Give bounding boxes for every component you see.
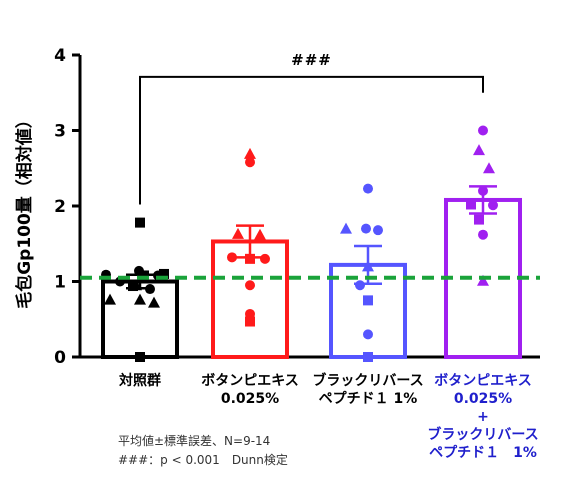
category-label-2-0: ブラックリバース <box>312 372 423 389</box>
point-1-3 <box>254 228 266 240</box>
point-3-1 <box>473 144 485 156</box>
point-2-5 <box>355 280 365 291</box>
point-3-0 <box>478 125 488 136</box>
point-2-1 <box>340 222 352 234</box>
significance-bracket <box>139 75 484 205</box>
y-tick-label-1: 1 <box>54 273 66 293</box>
point-3-8 <box>477 274 489 286</box>
point-0-12 <box>130 279 142 291</box>
point-3-4 <box>466 199 476 210</box>
footnote-test: ###：p < 0.001 Dunn検定 <box>118 453 288 467</box>
point-3-6 <box>474 214 484 225</box>
point-3-7 <box>478 229 488 240</box>
point-0-4 <box>139 270 149 281</box>
point-0-8 <box>145 284 155 295</box>
point-0-11 <box>148 296 160 308</box>
point-3-5 <box>488 200 498 211</box>
point-0-13 <box>135 352 145 362</box>
y-tick-label-4: 4 <box>54 46 66 66</box>
point-2-2 <box>361 223 371 234</box>
point-1-5 <box>227 252 237 263</box>
point-2-0 <box>363 183 373 194</box>
significance-label: ### <box>291 51 332 69</box>
point-0-0 <box>135 217 145 228</box>
y-tick-label-0: 0 <box>54 348 66 368</box>
point-3-2 <box>483 162 495 174</box>
point-1-8 <box>245 308 255 319</box>
footnote-stats: 平均値±標準誤差、N=9-14 <box>118 434 271 448</box>
point-0-5 <box>159 268 169 279</box>
point-3-3 <box>478 185 488 196</box>
point-1-7 <box>245 280 255 291</box>
bar-0 <box>101 279 179 359</box>
category-label-3-3: ブラックリバース <box>427 426 538 443</box>
point-2-6 <box>363 295 373 306</box>
point-0-10 <box>134 293 146 305</box>
category-label-3-2: + <box>477 409 489 425</box>
point-2-8 <box>363 352 373 362</box>
point-2-4 <box>362 260 374 272</box>
category-label-1-0: ボタンピエキス <box>201 373 299 389</box>
category-label-3-0: ボタンピエキス <box>434 373 532 389</box>
y-tick-label-2: 2 <box>54 197 66 217</box>
y-tick-label-3: 3 <box>54 122 66 142</box>
category-label-3-4: ペプチド１ 1% <box>429 445 537 461</box>
category-label-3-1: 0.025% <box>454 391 512 407</box>
point-1-2 <box>232 227 244 239</box>
point-1-0 <box>244 147 256 159</box>
point-0-9 <box>104 293 116 305</box>
category-label-1-1: 0.025% <box>221 391 279 407</box>
point-2-7 <box>363 329 373 340</box>
point-1-1 <box>245 157 255 168</box>
point-1-4 <box>245 253 255 264</box>
y-axis-label: 毛包Gp100量（相対値） <box>14 111 35 309</box>
category-label-0-0: 対照群 <box>118 372 161 389</box>
point-1-9 <box>245 316 255 327</box>
category-label-2-1: ペプチド１ 1% <box>319 391 418 407</box>
point-2-3 <box>373 225 383 236</box>
point-1-6 <box>260 253 270 264</box>
